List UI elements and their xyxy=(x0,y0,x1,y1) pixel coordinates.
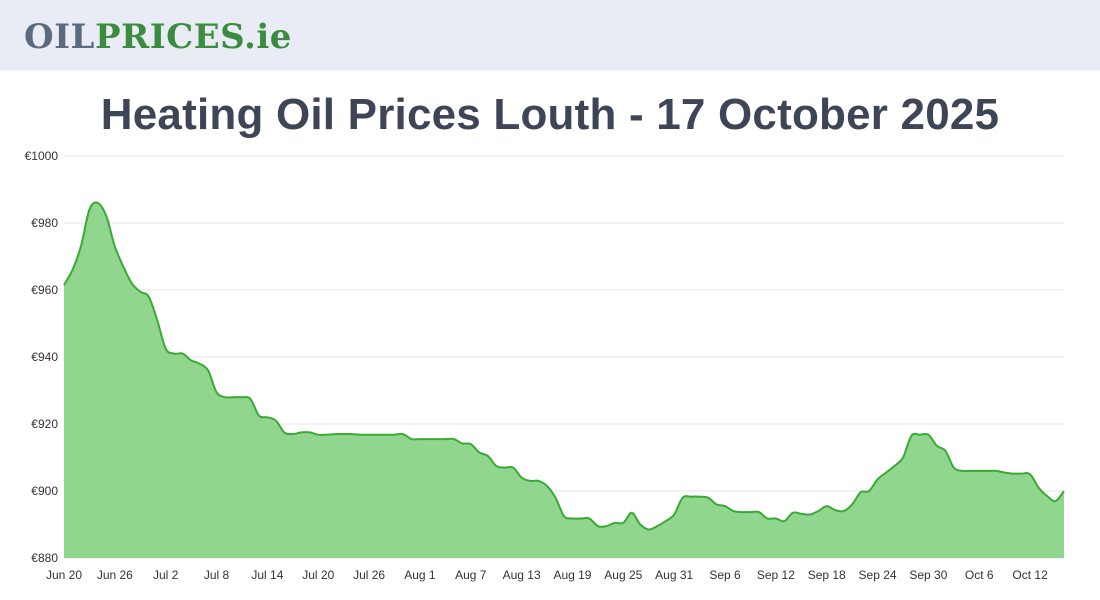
x-tick-label: Jul 26 xyxy=(353,568,385,582)
x-tick-label: Aug 13 xyxy=(503,568,541,582)
x-tick-label: Jul 14 xyxy=(251,568,283,582)
x-tick-label: Aug 7 xyxy=(455,568,487,582)
price-line xyxy=(63,201,1065,531)
chart-area-layer xyxy=(63,201,1065,558)
y-tick-label: €960 xyxy=(31,283,58,297)
y-tick-label: €900 xyxy=(31,484,58,498)
page-title: Heating Oil Prices Louth - 17 October 20… xyxy=(100,90,1000,139)
x-tick-label: Jul 20 xyxy=(302,568,334,582)
x-tick-label: Jul 8 xyxy=(204,568,230,582)
x-tick-label: Aug 1 xyxy=(404,568,436,582)
x-tick-label: Jul 2 xyxy=(153,568,179,582)
site-header: OILPRICES.ie xyxy=(0,0,1100,70)
y-tick-label: €920 xyxy=(31,417,58,431)
y-tick-label: €1000 xyxy=(25,149,59,163)
logo-oil-text: OIL xyxy=(24,17,95,57)
x-tick-label: Aug 31 xyxy=(655,568,693,582)
x-axis: Jun 20 Jun 26 Jul 2 Jul 8 Jul 14 Jul 20 Jul 26… xyxy=(46,568,1048,582)
y-tick-label: €980 xyxy=(31,216,58,230)
x-tick-label: Aug 25 xyxy=(604,568,642,582)
x-tick-label: Sep 24 xyxy=(859,568,897,582)
x-tick-label: Jun 20 xyxy=(46,568,82,582)
x-tick-label: Jun 26 xyxy=(97,568,133,582)
x-tick-label: Aug 19 xyxy=(553,568,591,582)
x-tick-label: Sep 6 xyxy=(709,568,741,582)
x-tick-label: Oct 12 xyxy=(1012,568,1048,582)
y-axis: €880 €900 €920 €940 €960 €980 €1000 xyxy=(25,149,59,565)
site-logo[interactable]: OILPRICES.ie xyxy=(24,15,292,59)
x-tick-label: Oct 6 xyxy=(965,568,994,582)
y-tick-label: €940 xyxy=(31,350,58,364)
logo-prices-text: PRICES.ie xyxy=(94,17,292,57)
price-area xyxy=(64,202,1064,558)
y-tick-label: €880 xyxy=(31,551,58,565)
x-tick-label: Sep 12 xyxy=(757,568,795,582)
x-tick-label: Sep 30 xyxy=(909,568,947,582)
x-tick-label: Sep 18 xyxy=(808,568,846,582)
